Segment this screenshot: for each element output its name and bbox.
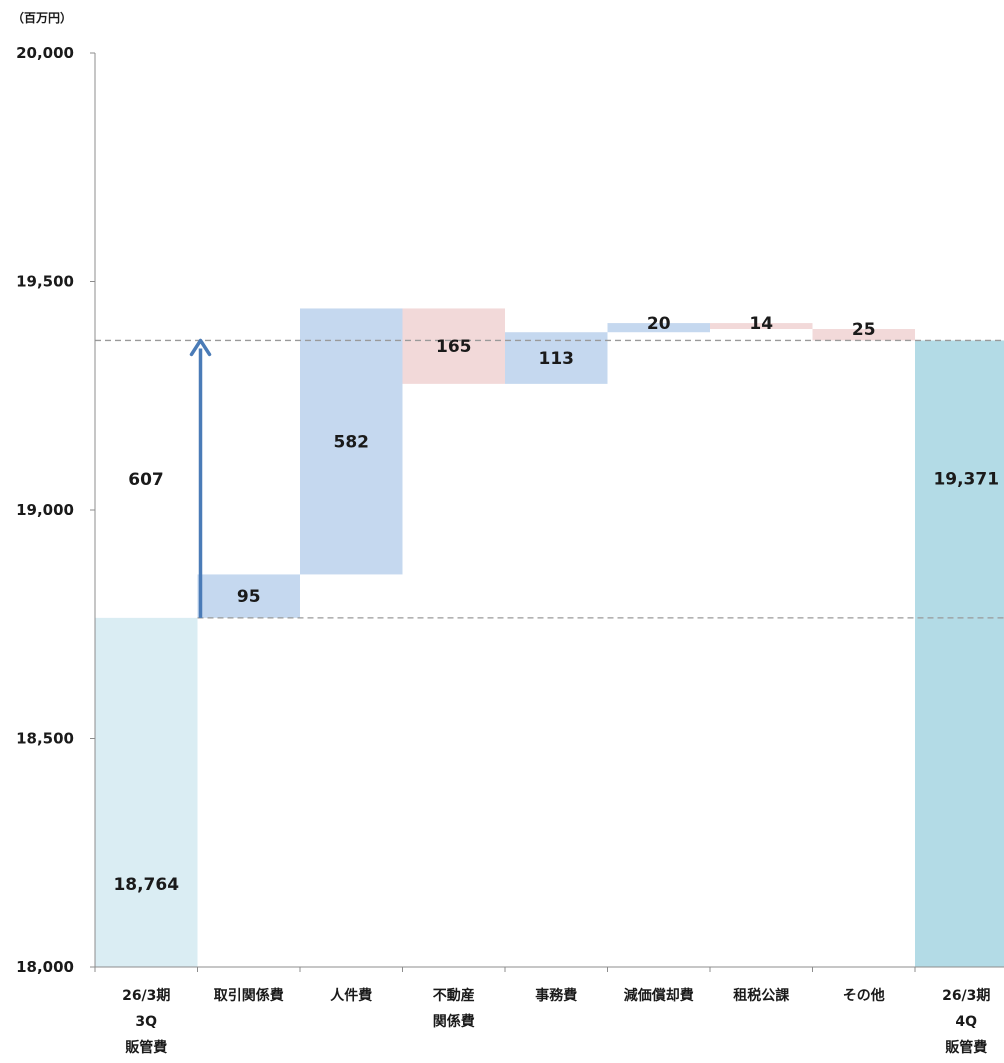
y-tick-label-0: 18,000 <box>16 958 74 976</box>
data-label-5: 20 <box>647 314 671 334</box>
data-label-6: 14 <box>749 314 773 334</box>
category-label-7-line-0: その他 <box>843 987 885 1004</box>
bar-7-decrease <box>812 329 915 341</box>
category-label-0-line-2: 販管費 <box>125 1039 167 1056</box>
category-label-0-line-1: 3Q <box>135 1014 157 1030</box>
bar-6-decrease <box>710 323 813 330</box>
bar-8-total <box>915 340 1004 967</box>
bar-2-increase <box>300 308 403 575</box>
y-tick-label-3: 19,500 <box>16 273 74 291</box>
category-label-0-line-0: 26/3期 <box>122 988 170 1004</box>
data-label-0: 18,764 <box>113 875 179 895</box>
category-label-8-line-2: 販管費 <box>945 1039 987 1056</box>
bars-layer <box>95 308 1004 967</box>
category-label-3-line-1: 関係費 <box>433 1013 475 1030</box>
y-tick-label-2: 19,000 <box>16 501 74 519</box>
bar-3-decrease <box>402 308 505 384</box>
data-label-3: 165 <box>436 337 472 357</box>
category-label-5-line-0: 減価償却費 <box>624 987 694 1004</box>
change-arrow-label: 607 <box>128 470 164 490</box>
y-tick-label-4: 20,000 <box>16 44 74 62</box>
change-arrow-head <box>189 338 212 357</box>
bar-5-increase <box>607 323 710 333</box>
category-label-1-line-0: 取引関係費 <box>214 987 284 1004</box>
category-label-3-line-0: 不動産 <box>433 987 475 1004</box>
data-label-8: 19,371 <box>933 470 999 490</box>
category-label-8-line-1: 4Q <box>955 1014 977 1030</box>
y-tick-label-1: 18,500 <box>16 730 74 748</box>
category-label-4-line-0: 事務費 <box>535 987 577 1004</box>
category-label-6-line-0: 租税公課 <box>733 987 790 1004</box>
y-tick-labels: 18,000 18,500 19,000 19,500 20,000 <box>16 44 95 976</box>
data-label-1: 95 <box>237 587 261 607</box>
category-label-8-line-0: 26/3期 <box>942 988 990 1004</box>
data-label-7: 25 <box>852 320 876 340</box>
data-labels: 18,764 95 582 165 113 20 14 25 19,371 <box>113 314 999 895</box>
reference-lines-layer <box>95 339 1004 619</box>
data-label-4: 113 <box>539 349 575 369</box>
change-arrow-layer: 607 <box>128 338 212 618</box>
category-label-2-line-0: 人件費 <box>330 987 372 1004</box>
bar-0-total <box>95 617 198 967</box>
data-label-2: 582 <box>334 432 370 452</box>
bar-1-increase <box>197 574 300 618</box>
unit-label: （百万円） <box>12 10 72 25</box>
